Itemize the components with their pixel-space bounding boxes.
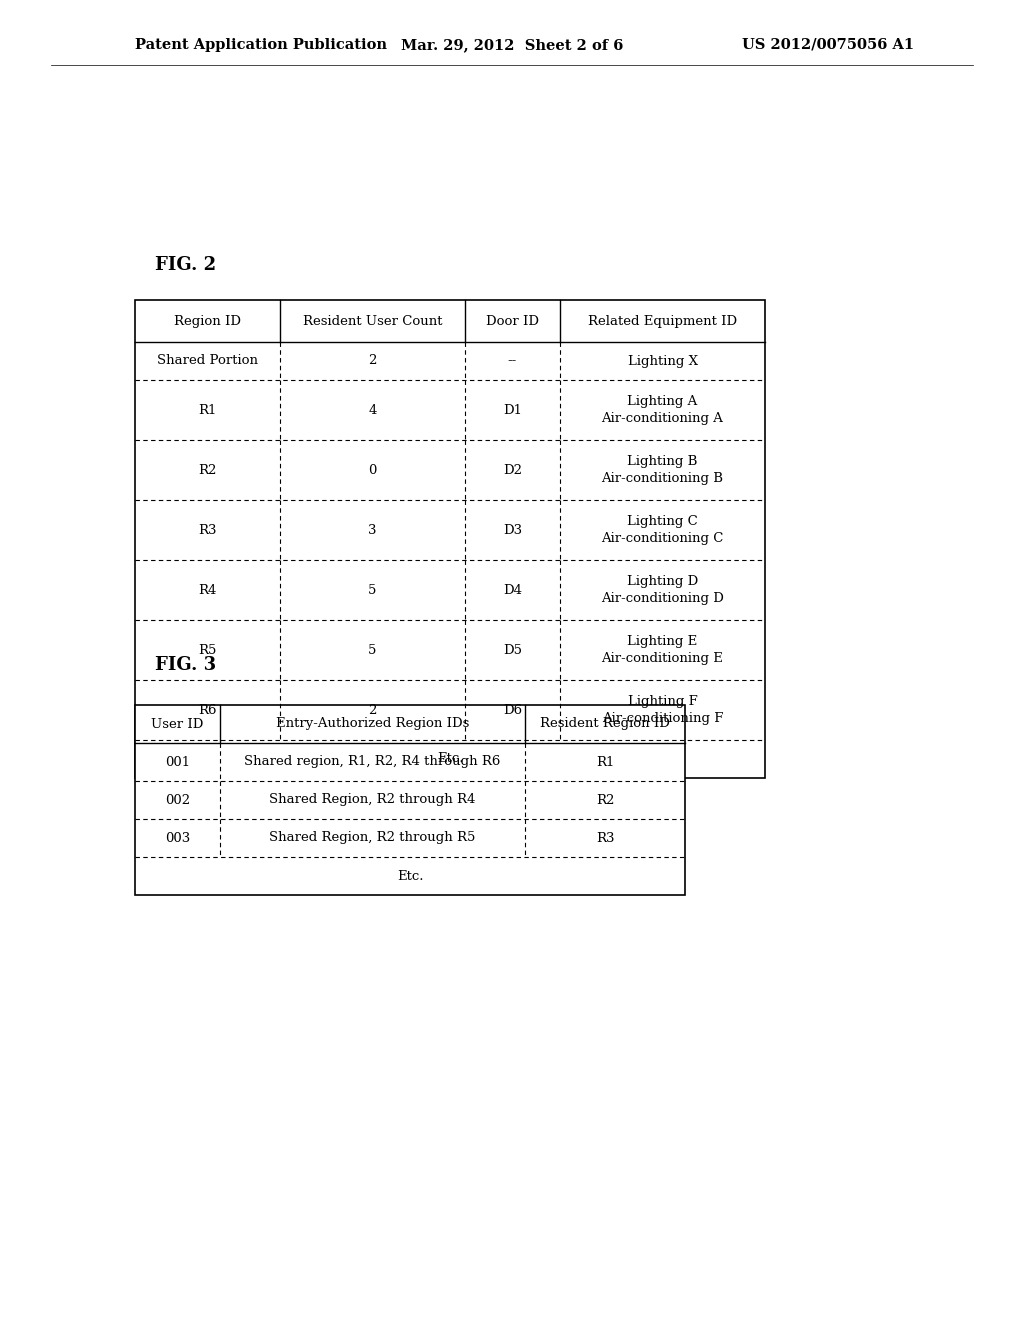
- Text: 0: 0: [369, 463, 377, 477]
- Text: Etc.: Etc.: [396, 870, 423, 883]
- Text: R6: R6: [199, 704, 217, 717]
- Text: Entry-Authorized Region IDs: Entry-Authorized Region IDs: [275, 718, 469, 730]
- Text: R2: R2: [596, 793, 614, 807]
- Text: Shared Region, R2 through R4: Shared Region, R2 through R4: [269, 793, 476, 807]
- Text: User ID: User ID: [152, 718, 204, 730]
- Text: Door ID: Door ID: [486, 314, 539, 327]
- Text: R2: R2: [199, 463, 217, 477]
- Text: 001: 001: [165, 755, 190, 768]
- Text: R3: R3: [596, 832, 614, 845]
- Text: --: --: [508, 355, 517, 367]
- Text: R5: R5: [199, 644, 217, 656]
- Text: Shared Region, R2 through R5: Shared Region, R2 through R5: [269, 832, 476, 845]
- Text: Related Equipment ID: Related Equipment ID: [588, 314, 737, 327]
- Text: Patent Application Publication: Patent Application Publication: [135, 38, 387, 51]
- Text: D3: D3: [503, 524, 522, 536]
- Text: D6: D6: [503, 704, 522, 717]
- Bar: [135, 705, 685, 895]
- Text: Lighting X: Lighting X: [628, 355, 697, 367]
- Text: Shared Portion: Shared Portion: [157, 355, 258, 367]
- Text: FIG. 2: FIG. 2: [155, 256, 216, 275]
- Text: R3: R3: [199, 524, 217, 536]
- Text: US 2012/0075056 A1: US 2012/0075056 A1: [741, 38, 914, 51]
- Text: Lighting B
Air-conditioning B: Lighting B Air-conditioning B: [601, 455, 724, 484]
- Text: Shared region, R1, R2, R4 through R6: Shared region, R1, R2, R4 through R6: [245, 755, 501, 768]
- Text: Region ID: Region ID: [174, 314, 241, 327]
- Text: D2: D2: [503, 463, 522, 477]
- Text: Lighting E
Air-conditioning E: Lighting E Air-conditioning E: [601, 635, 723, 665]
- Text: R4: R4: [199, 583, 217, 597]
- Text: D1: D1: [503, 404, 522, 417]
- Text: R1: R1: [596, 755, 614, 768]
- Text: D4: D4: [503, 583, 522, 597]
- Text: Lighting F
Air-conditioning F: Lighting F Air-conditioning F: [602, 696, 723, 725]
- Text: Resident User Count: Resident User Count: [303, 314, 442, 327]
- Text: 5: 5: [369, 644, 377, 656]
- Text: Etc.: Etc.: [437, 752, 463, 766]
- Text: 3: 3: [369, 524, 377, 536]
- Bar: [135, 300, 765, 777]
- Text: D5: D5: [503, 644, 522, 656]
- Text: 002: 002: [165, 793, 190, 807]
- Text: R1: R1: [199, 404, 217, 417]
- Text: 2: 2: [369, 704, 377, 717]
- Text: FIG. 3: FIG. 3: [155, 656, 216, 675]
- Text: 5: 5: [369, 583, 377, 597]
- Text: 4: 4: [369, 404, 377, 417]
- Text: Lighting A
Air-conditioning A: Lighting A Air-conditioning A: [601, 395, 723, 425]
- Text: 003: 003: [165, 832, 190, 845]
- Text: Lighting C
Air-conditioning C: Lighting C Air-conditioning C: [601, 515, 724, 545]
- Text: Mar. 29, 2012  Sheet 2 of 6: Mar. 29, 2012 Sheet 2 of 6: [400, 38, 624, 51]
- Text: Resident Region ID: Resident Region ID: [540, 718, 670, 730]
- Text: Lighting D
Air-conditioning D: Lighting D Air-conditioning D: [601, 576, 724, 605]
- Text: 2: 2: [369, 355, 377, 367]
